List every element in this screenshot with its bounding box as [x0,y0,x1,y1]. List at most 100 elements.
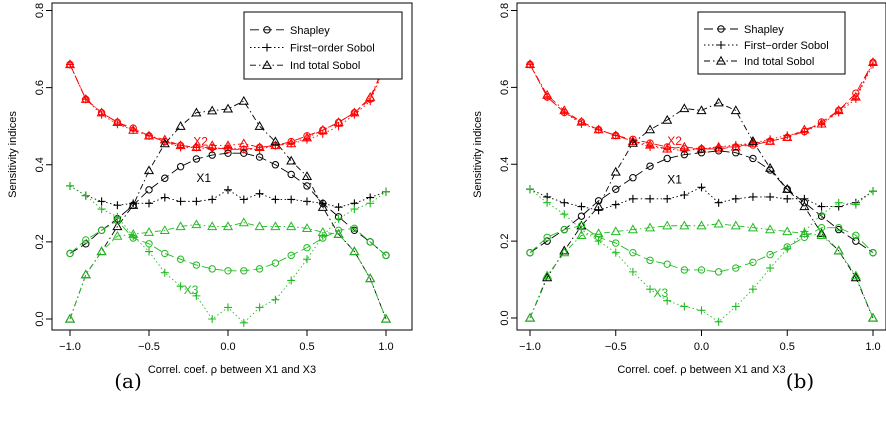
x-tick-label: 1.0 [865,341,880,353]
data-point [224,303,232,312]
legend-label: Shapley [744,24,784,36]
data-point [365,273,376,283]
data-point [782,184,793,193]
data-point [679,103,690,113]
data-point [852,237,860,245]
data-point [271,161,280,169]
data-point [783,194,792,203]
data-point [816,118,827,128]
data-point [270,221,281,231]
data-point [222,140,234,150]
data-point [696,105,707,115]
data-point [271,295,280,304]
series-x2-triangle [524,57,879,153]
series-line [69,185,387,208]
data-point [143,130,155,140]
data-point [662,114,673,124]
data-point [542,272,553,282]
data-point [713,97,724,107]
data-point [349,246,360,256]
legend: Shapley First−order Sobol Ind total Sobol [243,11,403,80]
data-point [524,59,536,68]
data-point [317,124,328,134]
data-point [80,93,91,103]
data-point [176,197,185,206]
data-point [730,141,741,151]
data-point [239,318,248,327]
data-point [783,244,792,253]
data-point [350,224,359,233]
x-tick-label: 1.0 [378,341,393,353]
data-point [577,212,586,220]
y-tick-label: 0.4 [499,157,511,172]
y-tick-label: 0.4 [34,157,46,172]
data-point [145,240,153,248]
data-point [748,192,757,201]
series-line [69,62,387,148]
chart-panel-b: −1.0 −0.5 0.0 0.5 1.0 Correl. coef. ρ between… [472,2,886,376]
legend-marker-circle [263,26,271,34]
series-x3-circle [526,222,877,276]
data-point [680,302,689,311]
annotation-label-x3: X3 [184,283,199,297]
data-point [799,228,810,238]
data-point [159,225,170,234]
data-point [238,95,249,105]
data-point [627,137,638,147]
data-point [207,105,218,115]
legend-label: Ind total Sobol [290,60,360,72]
data-point [97,197,106,206]
data-point [286,138,297,148]
data-point [766,264,775,273]
data-point [175,140,186,150]
data-point [611,200,620,209]
data-point [145,186,153,194]
data-point [255,265,264,273]
series-line [529,62,874,150]
data-point [766,250,774,259]
data-point [816,228,827,238]
data-point [526,185,534,194]
data-point [851,200,860,209]
data-point [680,150,689,159]
series-line [529,102,874,319]
data-point [366,238,374,246]
legend-item: Shapley [704,24,784,36]
data-point [646,256,654,265]
x-tick-label: −1.0 [519,341,541,353]
data-point [577,202,586,211]
data-point [175,120,186,130]
data-point [663,154,671,163]
series-line [69,100,387,320]
data-point [696,220,707,230]
data-point [731,194,740,203]
data-point [679,220,690,230]
data-point [680,146,689,155]
data-point [238,138,249,148]
data-point [850,270,861,280]
data-point [833,105,844,115]
data-point [160,193,169,202]
data-point [238,217,249,227]
data-point [543,92,552,101]
data-point [612,185,620,193]
data-point [82,240,90,248]
data-point [317,201,328,211]
data-point [817,210,826,219]
data-point [303,197,311,206]
data-point [833,245,844,255]
data-point [128,228,139,238]
data-point [176,162,185,171]
data-point [869,187,877,196]
data-point [697,183,706,192]
data-point [850,272,861,282]
legend-item: Shapley [250,25,330,37]
data-point [714,317,723,326]
data-point [543,198,552,207]
legend-label: Ind total Sobol [744,56,814,68]
data-point [303,135,311,144]
legend-label: Shapley [290,25,330,37]
data-point [611,248,620,257]
data-point [749,258,757,266]
annotation-label-x1: X1 [667,172,682,186]
